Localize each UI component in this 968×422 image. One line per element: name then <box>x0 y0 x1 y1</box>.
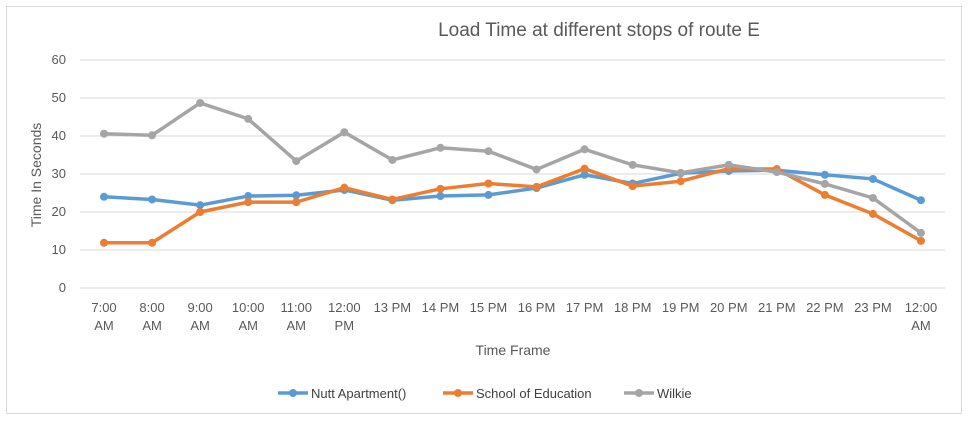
data-point <box>916 236 925 245</box>
x-tick-label: 18 PM <box>614 300 652 315</box>
data-point <box>868 193 877 202</box>
x-tick-label: 23 PM <box>854 300 892 315</box>
legend-marker <box>454 389 462 397</box>
data-point <box>580 170 589 179</box>
x-tick-label: 19 PM <box>662 300 700 315</box>
y-tick-label: 30 <box>52 166 66 181</box>
data-point <box>196 208 205 216</box>
x-tick-label: 12:00 PM <box>328 300 361 333</box>
x-tick-label: 7:00 AM <box>91 300 116 333</box>
data-point <box>436 184 445 193</box>
legend-item: Nutt Apartment() <box>278 386 406 401</box>
x-tick-label: 8:00 AM <box>139 300 164 333</box>
y-tick-label: 20 <box>52 204 66 219</box>
x-tick-labels: 7:00 AM 8:00 AM 9:00 AM 10:00 AM 11:00 AM 12:00 PM 1… <box>91 300 937 333</box>
data-point <box>292 157 301 166</box>
chart-frame <box>6 6 962 414</box>
series-line <box>102 101 923 235</box>
y-tick-label: 40 <box>52 128 66 143</box>
y-tick-label: 10 <box>52 242 66 257</box>
data-point <box>436 143 445 152</box>
data-point <box>772 168 781 177</box>
x-tick-label: 17 PM <box>566 300 604 315</box>
data-point <box>292 198 301 207</box>
data-point <box>916 228 925 237</box>
data-point <box>148 238 157 247</box>
data-point <box>484 179 493 188</box>
data-point <box>244 192 253 201</box>
data-point <box>484 147 493 156</box>
series-1 <box>100 166 925 210</box>
data-point <box>148 195 157 204</box>
data-point <box>868 209 877 218</box>
data-point <box>916 196 925 205</box>
series-3 <box>100 98 925 237</box>
data-point <box>868 174 877 183</box>
legend-item: Wilkie <box>624 386 692 401</box>
data-point <box>628 182 637 191</box>
legend-item: School of Education <box>443 386 592 401</box>
data-point <box>196 98 205 107</box>
data-point <box>340 183 349 192</box>
data-point <box>100 238 109 247</box>
data-point <box>244 114 253 123</box>
series-line <box>102 166 923 245</box>
data-point <box>388 155 397 164</box>
legend-label: School of Education <box>476 386 592 401</box>
x-axis-title: Time Frame <box>476 342 551 358</box>
series-line <box>102 168 923 207</box>
data-point <box>100 192 109 201</box>
legend: Nutt Apartment() School of Education Wilki… <box>278 386 692 401</box>
data-point <box>388 195 397 204</box>
data-point <box>532 165 541 174</box>
legend-label: Nutt Apartment() <box>311 386 406 401</box>
data-point <box>244 198 253 207</box>
data-point <box>436 192 445 201</box>
data-point <box>580 164 589 173</box>
x-tick-label: 13 PM <box>374 300 412 315</box>
data-point <box>820 179 829 188</box>
data-point <box>100 129 109 138</box>
x-tick-label: 16 PM <box>518 300 556 315</box>
data-point <box>148 131 157 140</box>
y-tick-label: 60 <box>52 52 66 67</box>
data-point <box>580 145 589 154</box>
x-tick-label: 10:00 AM <box>232 300 265 333</box>
y-axis-title: Time In Seconds <box>28 123 44 228</box>
data-point <box>820 190 829 199</box>
data-point <box>676 177 685 186</box>
x-tick-label: 21 PM <box>758 300 796 315</box>
series-lines <box>100 98 925 247</box>
data-point <box>676 168 685 177</box>
x-tick-label: 20 PM <box>710 300 748 315</box>
x-tick-label: 12:00 AM <box>905 300 938 333</box>
x-tick-label: 22 PM <box>806 300 844 315</box>
y-tick-label: 50 <box>52 90 66 105</box>
x-tick-label: 9:00 AM <box>187 300 212 333</box>
legend-label: Wilkie <box>657 386 692 401</box>
data-point <box>820 170 829 179</box>
y-tick-labels: 0 10 20 30 40 50 60 <box>52 52 66 295</box>
legend-marker <box>289 389 297 397</box>
data-point <box>532 182 541 191</box>
x-tick-label: 14 PM <box>422 300 460 315</box>
chart-title: Load Time at different stops of route E <box>438 20 760 41</box>
data-point <box>484 190 493 199</box>
data-point <box>196 201 205 210</box>
y-tick-label: 0 <box>59 280 66 295</box>
data-point <box>292 191 301 200</box>
legend-marker <box>635 389 643 397</box>
x-tick-label: 15 PM <box>470 300 508 315</box>
data-point <box>340 128 349 137</box>
data-point <box>628 160 637 169</box>
x-tick-label: 11:00 AM <box>280 300 312 333</box>
data-point <box>724 160 733 169</box>
